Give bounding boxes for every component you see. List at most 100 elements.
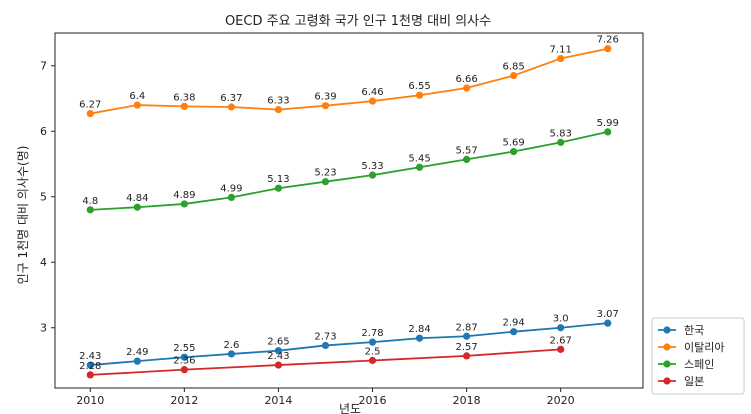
data-label: 4.89 (173, 190, 195, 201)
data-point (604, 128, 612, 136)
x-tick-label: 2014 (264, 394, 292, 407)
legend-marker (663, 326, 671, 334)
data-point (368, 171, 377, 179)
plot-frame (54, 32, 644, 389)
data-point (368, 97, 377, 105)
data-point (274, 347, 283, 355)
data-point (274, 184, 283, 192)
data-point (180, 200, 188, 208)
data-label: 7.26 (597, 35, 619, 46)
data-point (133, 101, 141, 109)
data-point (604, 319, 612, 327)
legend-label: 일본 (684, 374, 704, 388)
data-point (510, 147, 518, 156)
legend-box (651, 317, 745, 395)
data-label: 5.23 (314, 168, 336, 179)
data-label: 6.37 (220, 93, 242, 104)
legend-marker (663, 343, 671, 351)
data-label: 2.49 (126, 347, 148, 358)
data-point (180, 102, 188, 110)
data-point (321, 102, 330, 110)
data-label: 4.84 (126, 193, 148, 204)
data-point (463, 352, 471, 360)
x-tick-label: 2018 (453, 394, 481, 407)
data-label: 6.38 (173, 92, 195, 103)
chart-title: OECD 주요 고령화 국가 인구 1천명 대비 의사수 (225, 14, 491, 29)
legend-label: 이탈리아 (684, 341, 724, 354)
y-axis-title: 인구 1천명 대비 의사수(명) (15, 146, 30, 285)
data-label: 6.55 (408, 81, 430, 92)
data-label: 2.94 (503, 318, 525, 329)
y-tick-label: 5 (40, 191, 47, 204)
series-line-4 (90, 348, 561, 376)
data-label: 2.67 (550, 335, 572, 346)
data-point (86, 109, 94, 118)
data-point (321, 341, 330, 350)
data-label: 6.39 (314, 92, 336, 103)
data-label: 6.33 (267, 96, 289, 107)
data-label: 2.55 (173, 343, 195, 354)
data-label: 5.57 (455, 145, 477, 156)
data-label: 2.43 (79, 351, 101, 362)
data-point (510, 328, 518, 336)
legend-marker (663, 360, 671, 368)
data-point (274, 361, 283, 369)
legend-marker (663, 377, 671, 385)
data-label: 4.8 (82, 196, 98, 207)
data-point (557, 345, 565, 353)
data-label: 5.69 (503, 138, 525, 149)
data-label: 2.73 (314, 331, 336, 342)
data-label: 6.27 (79, 100, 101, 111)
x-axis-title: 년도 (339, 402, 361, 414)
data-label: 5.45 (408, 153, 430, 164)
y-tick-label: 4 (40, 256, 47, 269)
data-point (415, 334, 424, 342)
data-point (133, 203, 141, 211)
data-label: 2.84 (408, 324, 430, 335)
x-tick-label: 2010 (76, 394, 104, 407)
data-label: 6.46 (361, 87, 383, 98)
data-label: 5.83 (550, 128, 572, 139)
data-point (463, 332, 471, 340)
series-line-2 (90, 47, 608, 115)
data-label: 5.99 (597, 118, 619, 129)
data-point (463, 84, 471, 92)
data-point (86, 361, 94, 369)
data-point (180, 353, 188, 361)
data-point (368, 356, 377, 365)
data-point (510, 71, 518, 80)
data-point (321, 178, 330, 186)
data-point (86, 371, 94, 379)
data-point (227, 193, 235, 202)
y-tick-label: 3 (40, 322, 47, 335)
data-label: 2.28 (79, 361, 101, 372)
data-label: 6.66 (455, 74, 477, 85)
data-label: 6.4 (129, 91, 145, 102)
data-label: 2.87 (455, 322, 477, 333)
data-point (227, 350, 235, 358)
data-label: 7.11 (550, 45, 572, 56)
y-tick-label: 6 (40, 125, 47, 138)
data-point (86, 206, 94, 214)
data-label: 2.5 (365, 346, 381, 357)
data-label: 6.85 (503, 62, 525, 73)
series-line-3 (90, 131, 608, 211)
data-label: 2.65 (267, 337, 289, 348)
data-point (227, 103, 235, 111)
data-point (180, 366, 188, 374)
data-label: 5.13 (267, 174, 289, 185)
x-tick-label: 2016 (359, 394, 387, 407)
data-label: 2.36 (173, 356, 195, 367)
y-tick-label: 7 (40, 60, 47, 73)
series-line-1 (90, 322, 608, 366)
data-label: 5.33 (361, 161, 383, 172)
data-point (557, 138, 565, 146)
data-point (415, 163, 424, 171)
data-label: 3.0 (553, 314, 569, 325)
legend-label: 스페인 (684, 358, 714, 371)
data-point (557, 54, 565, 63)
x-tick-label: 2012 (170, 394, 198, 407)
